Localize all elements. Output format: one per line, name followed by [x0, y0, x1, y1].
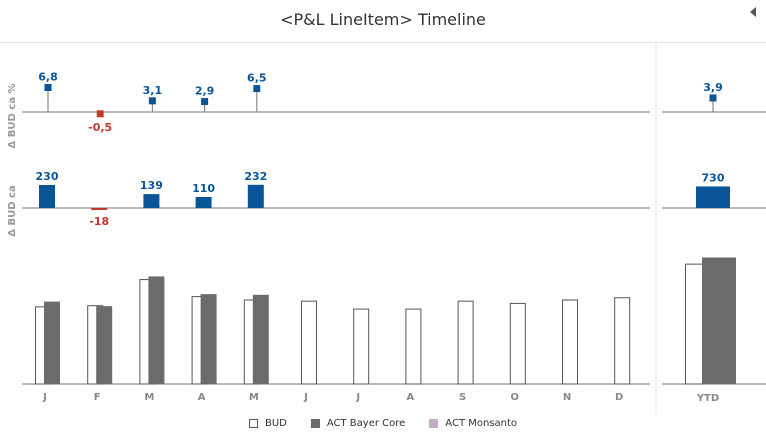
delta-pct-1-label: 6,8 [38, 71, 58, 84]
bud-bar-6 [301, 300, 317, 385]
collapse-arrow-icon[interactable] [750, 7, 756, 17]
delta-abs-5-label: 232 [244, 170, 267, 183]
delta-abs-2-bar [91, 208, 108, 210]
x-tick-10-o: O [511, 392, 520, 403]
bud-bar-11 [562, 299, 578, 385]
delta-abs-1-label: 230 [36, 170, 59, 183]
delta-pct-ytd-label: 3,9 [703, 81, 723, 94]
delta-pct-2-label: -0,5 [88, 121, 112, 134]
delta-pct-5-marker [253, 85, 261, 93]
chart-legend: BUD ACT Bayer Core ACT Monsanto [0, 418, 766, 429]
delta-pct-3-marker [148, 97, 156, 105]
delta-abs-3-bar [143, 194, 160, 208]
delta-pct-1-marker [44, 84, 52, 92]
legend-swatch-act-monsanto [429, 419, 439, 428]
legend-swatch-act-bayer-core [310, 419, 320, 428]
x-tick-8-a: A [407, 392, 415, 403]
x-tick-4-a: A [198, 392, 206, 403]
timeline-chart: Δ BUD ca % 6,8 -0,5 3,1 2,9 6,5 3,9 Δ BUD ca 230… [7, 42, 766, 415]
delta-abs-2-label: -18 [89, 215, 109, 228]
x-tick-9-s: S [459, 392, 466, 403]
x-tick-3-m: M [144, 392, 154, 403]
act-bayer-core-bar-3 [148, 276, 165, 384]
act-bayer-core-bar-4 [200, 294, 217, 384]
legend-item-act-monsanto[interactable]: ACT Monsanto [429, 418, 517, 429]
delta-pct-4-marker [201, 98, 209, 106]
x-tick-6-j: J [303, 392, 308, 403]
delta-abs-ytd-bar [696, 186, 730, 208]
bud-bar-9 [457, 300, 474, 385]
act-bayer-core-bar-ytd [702, 257, 736, 384]
delta-abs-ytd-label: 730 [702, 171, 725, 184]
delta-pct-5-label: 6,5 [247, 72, 267, 85]
x-tick-ytd: YTD [696, 393, 719, 404]
legend-label-act-bayer-core: ACT Bayer Core [326, 418, 406, 429]
x-tick-5-m: M [249, 392, 259, 403]
legend-label-act-monsanto: ACT Monsanto [445, 418, 518, 429]
bud-bar-7 [353, 308, 370, 385]
bud-bar-12 [614, 297, 631, 385]
delta-abs-axis-label: Δ BUD ca [7, 185, 18, 236]
act-bayer-core-bar-5 [252, 294, 269, 384]
delta-abs-4-label: 110 [192, 182, 215, 195]
delta-pct-3-label: 3,1 [143, 84, 163, 97]
x-tick-2-f: F [94, 392, 101, 403]
act-bayer-core-bar-2 [96, 306, 113, 384]
delta-pct-ytd-marker [709, 94, 717, 102]
delta-pct-2-marker [96, 110, 104, 118]
legend-item-bud[interactable]: BUD [248, 418, 287, 429]
delta-abs-1-bar [39, 185, 55, 208]
chart-title: <P&L LineItem> Timeline [280, 10, 486, 29]
delta-abs-4-bar [195, 197, 212, 208]
chart-header: <P&L LineItem> Timeline [0, 0, 766, 43]
x-tick-11-n: N [563, 392, 571, 403]
legend-swatch-bud [248, 419, 258, 428]
legend-item-act-bayer-core[interactable]: ACT Bayer Core [310, 418, 406, 429]
x-tick-7-j: J [355, 392, 360, 403]
bud-bar-8 [405, 308, 422, 385]
delta-abs-3-label: 139 [140, 179, 163, 192]
x-tick-12-d: D [615, 392, 623, 403]
act-bayer-core-bar-1 [44, 301, 60, 384]
legend-label-bud: BUD [264, 418, 287, 429]
bud-bar-ytd [685, 263, 703, 385]
delta-pct-axis-label: Δ BUD ca % [7, 84, 18, 149]
delta-abs-5-bar [247, 184, 264, 208]
x-tick-1-j: J [42, 392, 47, 403]
bud-bar-10 [509, 302, 526, 385]
delta-pct-4-label: 2,9 [195, 85, 215, 98]
